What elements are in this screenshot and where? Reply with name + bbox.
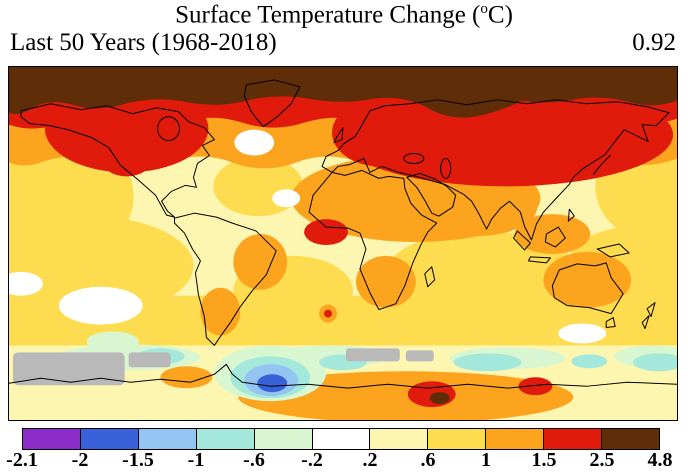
page-title: Surface Temperature Change (oC) <box>0 1 688 29</box>
temperature-anomaly-map <box>8 66 678 421</box>
colorbar-tick-label: 2.5 <box>589 449 615 471</box>
colorbar-segment <box>370 429 429 449</box>
map-layer-blue <box>244 364 299 397</box>
colorbar-segment <box>544 429 603 449</box>
map-layer-brown <box>9 67 677 405</box>
colorbar-ticks: -2.1 -2 -1.5 -1 -.6 -.2 .2 .6 1 1.5 2.5 4.8 <box>6 449 672 471</box>
colorbar-segment <box>312 429 371 449</box>
colorbar-tick-label: .6 <box>420 449 436 471</box>
colorbar-segment <box>23 429 81 449</box>
global-mean-value: 0.92 <box>632 29 676 56</box>
colorbar-segment <box>428 429 487 449</box>
colorbar-segment <box>196 429 255 449</box>
title-prefix: Surface Temperature Change ( <box>175 1 481 29</box>
colorbar-tick-label: -1.5 <box>122 449 154 471</box>
colorbar-tick-label: .2 <box>362 449 378 471</box>
title-suffix: C) <box>487 1 513 29</box>
colorbar <box>22 428 660 450</box>
colorbar-segment <box>138 429 197 449</box>
world-map-svg <box>9 67 677 420</box>
degree-symbol: o <box>480 1 488 17</box>
map-layer-white <box>9 129 607 344</box>
colorbar-tick-label: -.6 <box>243 449 265 471</box>
colorbar-segment <box>602 429 659 449</box>
colorbar-segment <box>80 429 139 449</box>
period-label: Last 50 Years (1968-2018) <box>10 29 277 56</box>
colorbar-segment <box>254 429 313 449</box>
colorbar-tick-label: 4.8 <box>647 449 673 471</box>
colorbar-tick-label: -.2 <box>301 449 323 471</box>
colorbar-segment <box>486 429 545 449</box>
subtitle-row: Last 50 Years (1968-2018) 0.92 <box>10 29 676 57</box>
coastlines <box>9 79 677 389</box>
colorbar-tick-label: -2.1 <box>6 449 38 471</box>
colorbar-tick-label: -2 <box>71 449 89 471</box>
colorbar-tick-label: 1.5 <box>531 449 557 471</box>
map-layer-no-data <box>12 348 434 386</box>
colorbar-tick-label: 1 <box>481 449 491 471</box>
colorbar-tick-label: -1 <box>187 449 205 471</box>
